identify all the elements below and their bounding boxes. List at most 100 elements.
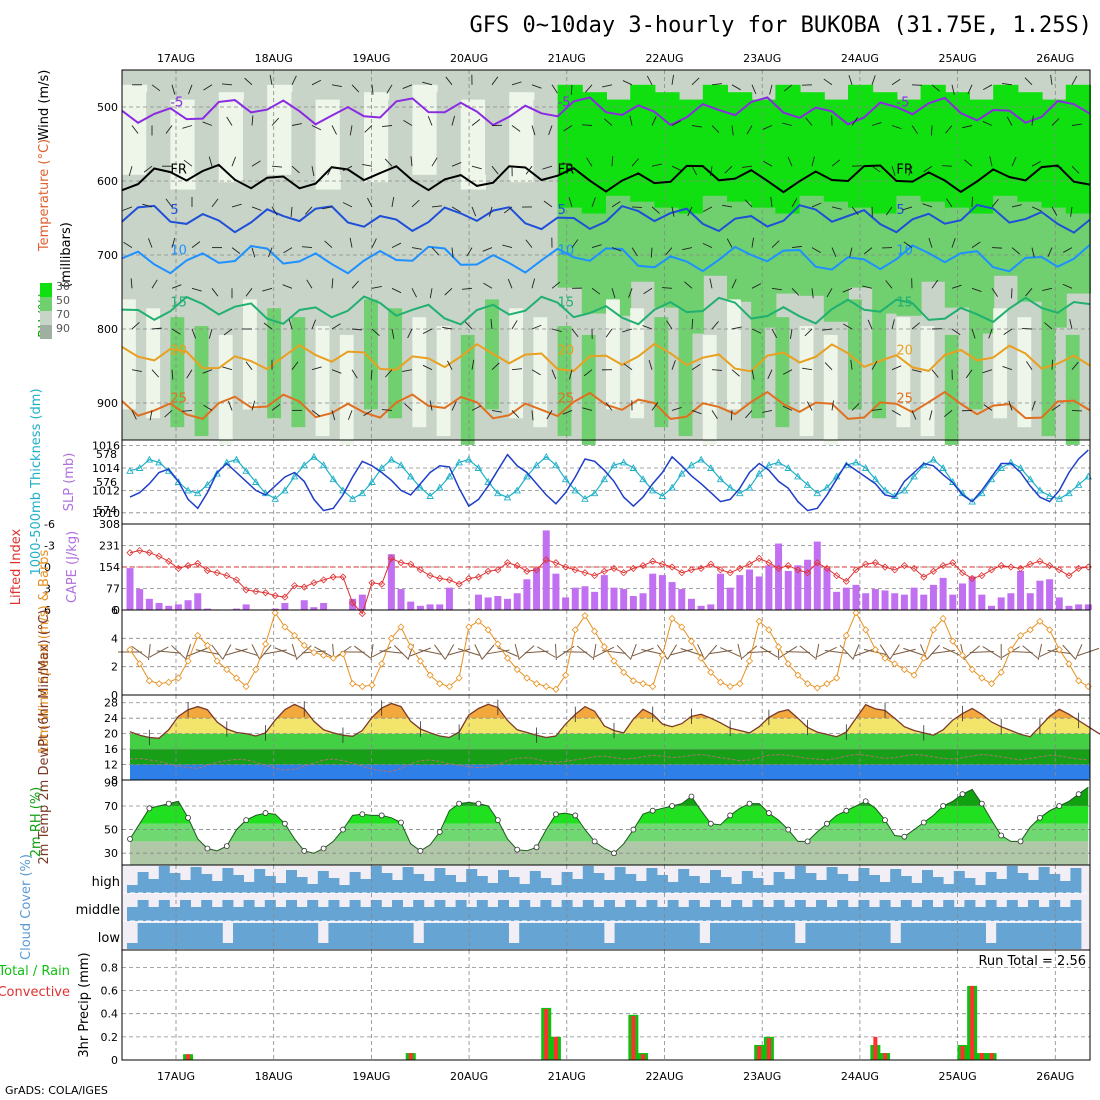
surface-wind-barb: [474, 644, 483, 660]
wind-speed-point: [687, 637, 696, 645]
temp-tick-label: 20: [104, 728, 118, 741]
wind-barb: [208, 156, 213, 167]
precip-tick-label: 0.2: [101, 1031, 119, 1044]
wind-barb: [891, 125, 902, 130]
cloud-middle-bar: [434, 900, 446, 921]
wind-barb: [182, 125, 193, 129]
wind-barb: [131, 321, 140, 330]
wind-barb: [902, 206, 913, 211]
thickness-point: [1007, 458, 1015, 466]
rh-tick-label: 50: [104, 824, 118, 837]
thickness-point: [910, 472, 918, 480]
wind-barb: [811, 156, 815, 167]
wind-barb: [782, 122, 793, 126]
lifted-point: [591, 572, 599, 580]
wind-speed-point: [494, 640, 502, 648]
surface-wind-barb: [667, 644, 678, 660]
thickness-point: [368, 478, 376, 485]
lifted-point: [736, 564, 744, 572]
lifted-point: [136, 546, 144, 555]
wind-barb: [971, 328, 976, 339]
wind-barb: [451, 247, 454, 258]
rh-patch: [678, 326, 693, 437]
lifted-point: [223, 572, 231, 580]
cloud-low-bar: [508, 943, 520, 949]
wind-barb: [122, 206, 133, 211]
wind-barb: [965, 369, 973, 379]
wind-barb: [891, 365, 902, 371]
lifted-point: [397, 559, 405, 567]
cloud-low-bar: [816, 923, 827, 949]
lifted-point: [416, 566, 424, 574]
rh-patch: [872, 308, 887, 419]
cloud-low-bar: [943, 923, 955, 949]
cloud-low-bar: [254, 923, 266, 949]
cloud-middle-bar: [794, 900, 806, 921]
cloud-low-bar: [487, 923, 499, 949]
wind-barb: [548, 125, 553, 136]
cloud-low-bar: [423, 923, 435, 949]
cloud-high-bar: [381, 873, 393, 893]
thickness-point: [1065, 489, 1073, 497]
wind-speed-point: [910, 671, 918, 679]
cloud-high-bar: [1059, 881, 1071, 893]
surface-wind-barb: [889, 644, 900, 660]
wind-barb: [171, 328, 181, 335]
wind-barb: [1031, 206, 1042, 212]
wind-barb: [923, 165, 933, 173]
lifted-point: [203, 567, 212, 575]
wind-barb: [951, 84, 955, 95]
wind-barb: [131, 369, 142, 373]
rh-patch: [969, 299, 983, 410]
cloud-middle-bar: [540, 900, 552, 921]
rh-legend-swatch: [40, 325, 52, 339]
wind-barb: [331, 84, 342, 87]
cloud-low-bar: [625, 923, 637, 949]
rh-patch: [122, 84, 148, 175]
lifted-point: [987, 566, 996, 574]
wind-speed-point: [1007, 646, 1015, 654]
cloud-middle-bar: [858, 900, 870, 921]
cloud-high-bar: [678, 869, 690, 893]
surface-wind-barb: [969, 650, 994, 654]
wind-barb: [770, 196, 773, 207]
cloud-high-bar: [349, 872, 361, 893]
wind-barb: [585, 84, 593, 93]
cloud-low-bar: [233, 923, 244, 949]
lifted-point: [552, 559, 560, 567]
cape-bar: [445, 587, 453, 610]
lifted-point: [562, 563, 570, 571]
cape-bar: [320, 603, 328, 610]
bottom-date-label: 24AUG: [841, 1070, 879, 1083]
cloud-middle-bar: [1070, 900, 1082, 921]
lifted-point: [852, 566, 860, 574]
thickness-tick-label: 574: [96, 504, 117, 517]
isotherm-label: 20: [170, 344, 187, 359]
rh-point: [998, 832, 1005, 839]
wind-speed-point: [213, 657, 221, 665]
rh-point: [204, 845, 211, 852]
rh-patch: [194, 213, 220, 294]
wind-barb: [724, 165, 733, 174]
surface-wind-barb: [815, 643, 820, 661]
cape-bar: [678, 589, 686, 610]
rh-point: [436, 829, 443, 835]
top-date-axis: 17AUG 18AUG 19AUG 20AUG 21AUG 22AUG 23AUG 24AUG…: [157, 52, 1074, 65]
cloud-middle-bar: [498, 900, 509, 921]
wind-barb: [271, 117, 280, 126]
wind-speed-point: [349, 680, 357, 688]
cape-bar: [184, 600, 192, 610]
thickness-point: [513, 486, 521, 494]
cloud-high-bar: [307, 884, 319, 893]
cape-bar: [629, 596, 637, 610]
wind-speed-point: [697, 654, 705, 662]
rh-legend-swatch: [40, 297, 52, 311]
cloud-middle-bar: [551, 907, 562, 921]
wind-barb: [1008, 400, 1013, 411]
wind-barb: [742, 165, 753, 168]
rh-patch: [218, 334, 233, 445]
rh-point: [340, 826, 346, 833]
wind-barb: [631, 247, 638, 257]
thickness-point: [1026, 475, 1034, 483]
wind-barb: [362, 164, 373, 167]
